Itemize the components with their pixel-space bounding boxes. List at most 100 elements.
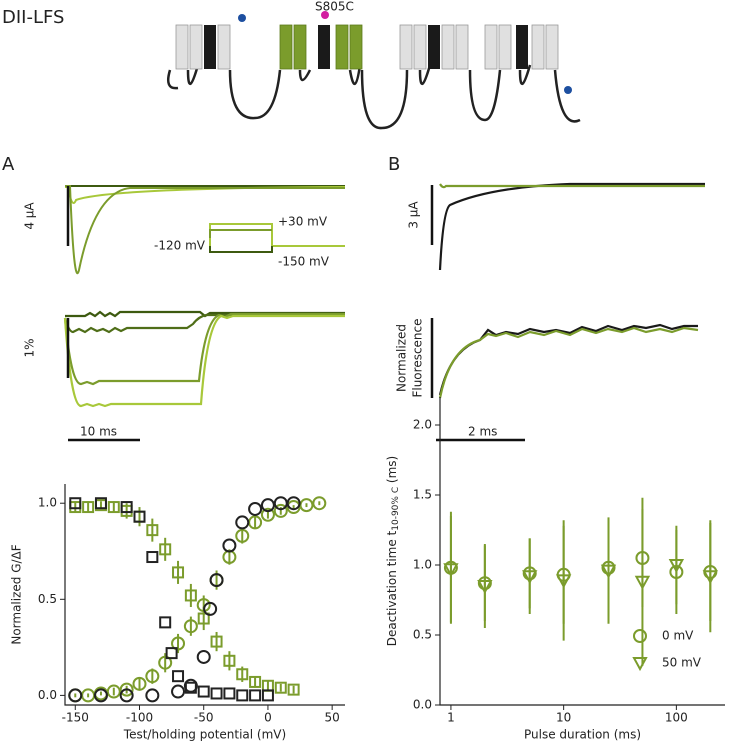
x-tick-label: -100 xyxy=(126,711,153,725)
protocol-label: -150 mV xyxy=(278,255,330,269)
y-tick-label: 2.0 xyxy=(413,418,432,432)
marker xyxy=(555,574,572,589)
marker xyxy=(82,501,95,514)
scale-label: 1% xyxy=(23,338,37,357)
marker xyxy=(119,682,134,697)
marker xyxy=(146,551,159,564)
marker xyxy=(299,498,314,513)
scale-label: 4 μA xyxy=(23,202,37,230)
marker xyxy=(223,654,236,667)
marker xyxy=(235,515,250,530)
marker xyxy=(146,524,159,537)
marker xyxy=(93,688,108,703)
voltage-protocol xyxy=(209,223,345,253)
panel-label: B xyxy=(388,154,400,175)
y-tick-label: 0.0 xyxy=(38,688,57,702)
marker xyxy=(210,635,223,648)
protocol-label: -120 mV xyxy=(154,239,206,253)
y-axis-label: Deactivation time t10-90% C (ms) xyxy=(385,456,401,646)
y-axis-label-part: 10-90% C xyxy=(391,487,401,531)
marker xyxy=(183,619,198,634)
marker xyxy=(287,683,300,696)
marker xyxy=(171,636,186,651)
marker xyxy=(171,684,186,699)
fluorescence-traces-a xyxy=(63,310,345,408)
marker xyxy=(145,688,160,703)
marker xyxy=(477,580,493,595)
marker xyxy=(249,689,262,702)
marker xyxy=(260,507,275,522)
x-tick-label: -150 xyxy=(62,711,89,725)
legend-marker xyxy=(632,657,648,672)
legend-label: 50 mV xyxy=(662,656,702,670)
marker xyxy=(94,497,107,510)
marker xyxy=(443,563,459,578)
marker xyxy=(522,570,538,585)
marker xyxy=(236,689,249,702)
legend-marker xyxy=(633,629,647,643)
marker xyxy=(69,497,82,510)
y-tick-label: 0.0 xyxy=(413,698,432,712)
marker xyxy=(210,687,223,700)
marker xyxy=(312,496,327,511)
scale-label: Normalized xyxy=(395,324,409,392)
y-axis-label: Normalized G/ΔF xyxy=(10,544,24,644)
y-tick-label: 0.5 xyxy=(38,592,57,606)
marker xyxy=(261,689,274,702)
marker xyxy=(184,589,197,602)
site-label: S805C xyxy=(315,0,354,14)
marker xyxy=(286,500,301,515)
marker xyxy=(159,543,172,556)
x-tick-label: 10 xyxy=(556,711,571,725)
y-tick-label: 0.5 xyxy=(413,628,432,642)
marker xyxy=(172,670,185,683)
marker xyxy=(119,688,134,703)
scale-label: 3 μA xyxy=(407,201,421,229)
panel-label: A xyxy=(2,154,15,175)
marker xyxy=(634,575,651,590)
marker xyxy=(106,684,121,699)
figure-title: DII-LFS xyxy=(2,7,64,28)
y-tick-label: 1.0 xyxy=(38,496,57,510)
marker xyxy=(668,559,685,574)
marker xyxy=(223,687,236,700)
scale-label: Fluorescence xyxy=(411,318,425,397)
x-tick-label: 0 xyxy=(264,711,272,725)
y-tick-label: 1.5 xyxy=(413,488,432,502)
marker xyxy=(197,612,210,625)
x-axis-label: Pulse duration (ms) xyxy=(524,728,641,742)
scale-label: 2 ms xyxy=(468,425,497,439)
marker xyxy=(273,503,288,518)
y-tick-label: 1.0 xyxy=(413,558,432,572)
marker xyxy=(159,616,172,629)
channel-schematic xyxy=(167,11,581,130)
y-axis-label-part: (ms) xyxy=(385,456,399,487)
marker xyxy=(158,655,173,670)
y-axis-label-part: Deactivation time t xyxy=(385,530,399,646)
axis xyxy=(64,484,345,706)
marker xyxy=(197,685,210,698)
x-tick-label: 100 xyxy=(665,711,688,725)
marker xyxy=(236,668,249,681)
marker xyxy=(172,566,185,579)
marker xyxy=(132,676,147,691)
marker xyxy=(203,601,218,616)
marker xyxy=(248,501,263,516)
marker xyxy=(145,669,160,684)
x-tick-label: 50 xyxy=(325,711,340,725)
marker xyxy=(165,647,178,660)
x-tick-label: 1 xyxy=(447,711,455,725)
traces-b xyxy=(438,182,705,399)
marker xyxy=(600,564,617,579)
scale-label: 10 ms xyxy=(80,425,117,439)
marker xyxy=(286,496,301,511)
current-traces-a xyxy=(65,185,346,275)
marker xyxy=(120,501,133,514)
marker xyxy=(702,570,718,585)
marker xyxy=(260,498,275,513)
marker xyxy=(209,573,224,588)
x-axis-label: Test/holding potential (mV) xyxy=(123,728,286,742)
marker xyxy=(184,681,197,694)
marker xyxy=(222,538,237,553)
